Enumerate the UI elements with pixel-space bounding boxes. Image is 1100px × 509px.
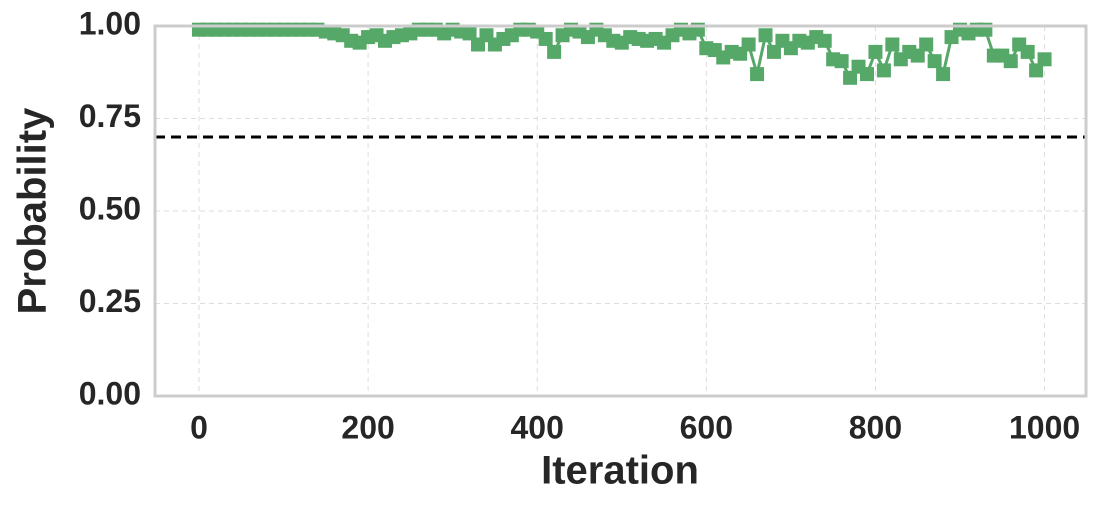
marker <box>741 37 756 52</box>
marker <box>547 44 562 59</box>
marker <box>834 54 849 69</box>
x-tick-label: 0 <box>190 409 208 445</box>
x-tick-label: 1000 <box>1009 409 1080 445</box>
x-tick-label: 400 <box>511 409 564 445</box>
marker <box>843 70 858 85</box>
marker <box>876 63 891 78</box>
marker <box>1037 52 1052 67</box>
marker <box>927 54 942 69</box>
marker <box>910 48 925 63</box>
y-tick-label: 0.25 <box>79 283 141 319</box>
y-tick-label: 1.00 <box>79 5 141 41</box>
y-tick-label: 0.00 <box>79 375 141 411</box>
marker <box>1029 63 1044 78</box>
marker <box>462 26 477 41</box>
marker <box>936 67 951 82</box>
x-tick-label: 800 <box>849 409 902 445</box>
marker <box>750 67 765 82</box>
marker <box>817 33 832 48</box>
marker <box>1020 44 1035 59</box>
x-axis-label: Iteration <box>541 449 699 493</box>
y-tick-label: 0.50 <box>79 190 141 226</box>
marker <box>885 37 900 52</box>
plot-frame <box>153 24 1088 398</box>
y-tick-label: 0.75 <box>79 98 141 134</box>
x-tick-label: 200 <box>341 409 394 445</box>
marker <box>859 67 874 82</box>
marker <box>766 44 781 59</box>
marker <box>1003 54 1018 69</box>
y-axis-label: Probability <box>11 107 55 314</box>
marker <box>758 28 773 43</box>
marker <box>868 44 883 59</box>
marker <box>919 37 934 52</box>
x-tick-label: 600 <box>680 409 733 445</box>
marker <box>538 31 553 46</box>
